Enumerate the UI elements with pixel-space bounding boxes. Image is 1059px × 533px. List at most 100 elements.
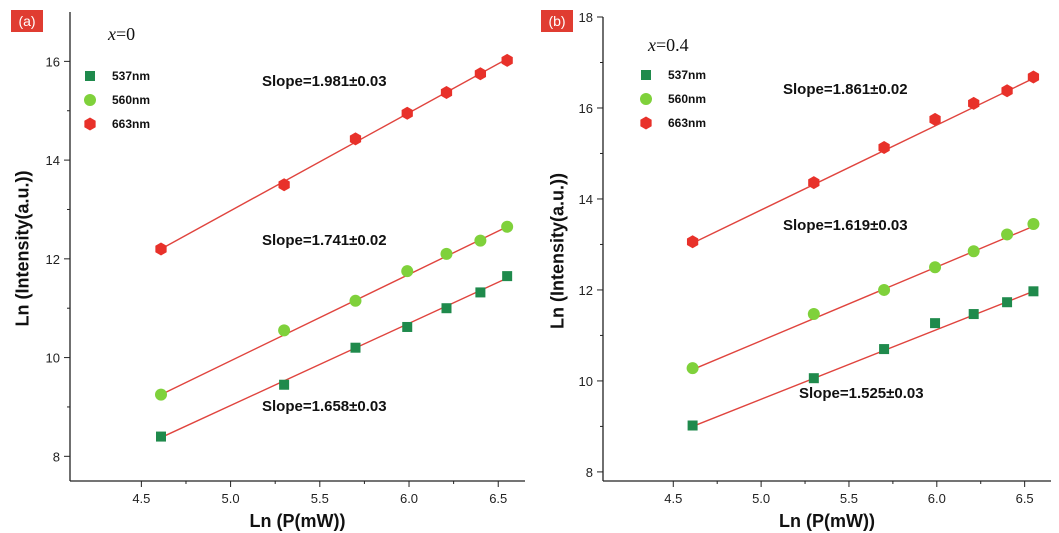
y-tick-label: 14	[579, 192, 593, 207]
y-axis-title: Ln (Intensity(a.u.))	[547, 173, 567, 329]
data-point-537nm	[808, 373, 819, 384]
data-point-560nm	[807, 308, 820, 321]
data-point-560nm	[1001, 228, 1014, 241]
y-tick-label: 18	[579, 10, 593, 25]
legend: 537nm 560nm 663nm	[84, 69, 150, 131]
data-point-537nm	[968, 309, 979, 320]
data-point-663nm	[501, 53, 513, 67]
legend-marker-537nm	[641, 70, 651, 80]
x-axis-title: Ln (P(mW))	[779, 511, 875, 531]
data-point-663nm	[349, 132, 362, 146]
x-tick-label: 6.5	[489, 491, 507, 506]
slope-label-537nm: Slope=1.525±0.03	[799, 385, 924, 402]
x-tick-label: 6.0	[400, 491, 418, 506]
legend-label-537nm: 537nm	[668, 68, 706, 82]
panel-badge: (a)	[11, 10, 43, 32]
data-point-537nm	[879, 344, 890, 355]
legend-label-663nm: 663nm	[112, 117, 150, 131]
data-point-663nm	[968, 96, 980, 110]
data-point-663nm	[808, 176, 820, 190]
y-tick-label: 16	[579, 101, 593, 116]
y-tick-label: 12	[46, 252, 60, 267]
fit-line-560nm	[160, 226, 508, 396]
legend-marker-663nm	[640, 116, 652, 130]
data-point-663nm	[1027, 70, 1040, 84]
data-point-663nm	[278, 178, 290, 192]
y-tick-label: 8	[586, 465, 593, 480]
data-point-560nm	[929, 261, 942, 274]
y-tick-label: 14	[46, 153, 60, 168]
slope-label-560nm: Slope=1.619±0.03	[783, 217, 908, 234]
legend: 537nm 560nm 663nm	[640, 68, 706, 130]
composition-label: x=0	[107, 24, 135, 44]
data-point-560nm	[967, 245, 980, 258]
composition-variable: x	[647, 35, 656, 55]
legend-label-560nm: 560nm	[112, 93, 150, 107]
legend-marker-560nm	[84, 94, 96, 106]
data-point-537nm	[1002, 297, 1013, 308]
data-point-663nm	[686, 235, 699, 249]
data-point-663nm	[929, 112, 941, 126]
y-tick-label: 8	[53, 449, 60, 464]
data-point-663nm	[878, 141, 890, 155]
legend-marker-560nm	[640, 93, 652, 105]
data-point-537nm	[350, 342, 361, 353]
data-point-560nm	[501, 220, 514, 233]
data-point-560nm	[401, 265, 414, 278]
data-point-663nm	[474, 67, 487, 81]
legend-label-537nm: 537nm	[112, 69, 150, 83]
slope-label-560nm: Slope=1.741±0.02	[262, 232, 387, 249]
panel-badge: (b)	[541, 10, 573, 32]
x-tick-label: 4.5	[664, 491, 682, 506]
data-point-560nm	[878, 283, 891, 296]
data-point-537nm	[279, 379, 290, 390]
composition-label: x=0.4	[647, 35, 689, 55]
x-tick-label: 6.5	[1016, 491, 1034, 506]
legend-label-663nm: 663nm	[668, 116, 706, 130]
y-axis-title: Ln (Intensity(a.u.))	[12, 171, 32, 327]
panel-badge-bg	[11, 10, 43, 32]
data-point-537nm	[930, 318, 941, 329]
panel-badge-bg	[541, 10, 573, 32]
composition-value: =0	[116, 24, 135, 44]
x-tick-label: 6.0	[928, 491, 946, 506]
data-point-537nm	[402, 321, 413, 332]
data-point-663nm	[440, 85, 453, 99]
data-point-537nm	[156, 431, 166, 442]
slope-label-663nm: Slope=1.981±0.03	[262, 73, 387, 90]
data-point-560nm	[474, 234, 487, 247]
legend-marker-537nm	[85, 71, 95, 81]
data-point-663nm	[155, 242, 167, 256]
x-tick-label: 5.0	[222, 491, 240, 506]
data-point-537nm	[502, 271, 513, 282]
data-point-537nm	[687, 420, 698, 431]
fit-line-560nm	[692, 225, 1034, 371]
data-point-560nm	[686, 362, 699, 375]
x-tick-label: 5.0	[752, 491, 770, 506]
x-axis-title: Ln (P(mW))	[250, 511, 346, 531]
composition-variable: x	[107, 24, 116, 44]
composition-value: =0.4	[656, 35, 689, 55]
data-point-663nm	[401, 106, 413, 120]
data-point-560nm	[440, 247, 453, 260]
data-point-663nm	[1001, 84, 1013, 98]
data-point-537nm	[441, 303, 452, 314]
legend-label-560nm: 560nm	[668, 92, 706, 106]
y-tick-label: 10	[579, 374, 593, 389]
data-point-560nm	[1027, 217, 1040, 230]
y-tick-label: 12	[579, 283, 593, 298]
data-point-560nm	[155, 388, 167, 401]
data-point-560nm	[278, 324, 291, 337]
data-point-537nm	[475, 287, 486, 298]
data-point-537nm	[1028, 286, 1039, 297]
x-tick-label: 4.5	[132, 491, 150, 506]
x-tick-label: 5.5	[311, 491, 329, 506]
slope-label-663nm: Slope=1.861±0.02	[783, 81, 908, 98]
chart-panel-b: 4.5 5.0 5.5 6.0 6.5 8 10 12 14 16 18 Ln (P(mW)) Ln (…	[541, 10, 1051, 531]
y-tick-label: 10	[46, 351, 60, 366]
legend-marker-663nm	[84, 117, 96, 131]
slope-label-537nm: Slope=1.658±0.03	[262, 398, 387, 415]
panel-label: (a)	[18, 13, 35, 29]
panel-label: (b)	[548, 13, 565, 29]
